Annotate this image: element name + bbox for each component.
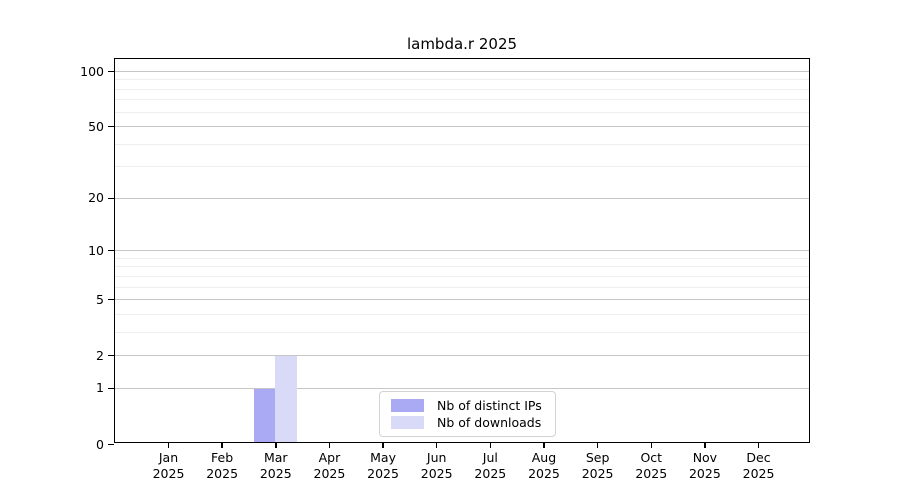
x-tick-year: 2025 — [206, 466, 239, 481]
legend: Nb of distinct IPs Nb of downloads — [379, 391, 556, 437]
y-tick-label: 10 — [88, 242, 104, 258]
x-tick-month: Jul — [482, 450, 498, 465]
x-tick-year: 2025 — [528, 466, 560, 481]
minor-gridline — [115, 331, 809, 333]
x-tick-year: 2025 — [367, 466, 399, 481]
x-axis-tick — [382, 443, 384, 448]
major-gridline — [115, 355, 809, 357]
chart-title: lambda.r 2025 — [406, 35, 518, 53]
y-tick-label: 100 — [80, 63, 104, 79]
y-tick-label: 5 — [96, 291, 104, 307]
x-tick-label: Jun 2025 — [407, 450, 467, 482]
x-tick-month: May — [370, 450, 396, 465]
x-tick-year: 2025 — [742, 466, 775, 481]
x-tick-label: Sep 2025 — [568, 450, 628, 482]
x-tick-month: Mar — [263, 450, 288, 465]
x-tick-label: Jul 2025 — [460, 450, 520, 482]
x-axis-tick — [435, 443, 438, 448]
major-gridline — [115, 126, 809, 128]
major-gridline — [115, 197, 809, 199]
minor-gridline — [115, 79, 809, 81]
legend-label-distinct-ips: Nb of distinct IPs — [437, 398, 542, 413]
y-axis-tick — [108, 387, 114, 390]
x-axis-tick — [167, 443, 170, 448]
minor-gridline — [115, 275, 809, 277]
x-tick-label: Oct 2025 — [621, 450, 681, 482]
x-tick-month: Feb — [211, 450, 234, 465]
x-tick-label: Feb 2025 — [192, 450, 252, 482]
x-tick-year: 2025 — [313, 466, 346, 481]
legend-label-downloads: Nb of downloads — [437, 415, 542, 430]
minor-gridline — [115, 111, 809, 113]
x-tick-year: 2025 — [152, 466, 185, 481]
y-axis-tick — [108, 70, 114, 73]
minor-gridline — [115, 143, 809, 145]
x-tick-month: Apr — [318, 450, 341, 465]
minor-gridline — [115, 88, 809, 90]
x-axis-tick — [596, 443, 599, 448]
x-tick-year: 2025 — [688, 466, 721, 481]
minor-gridline — [115, 99, 809, 101]
x-tick-label: Dec 2025 — [729, 450, 789, 482]
x-tick-year: 2025 — [420, 466, 453, 481]
x-tick-label: Jan 2025 — [139, 450, 199, 482]
distinct-ips-swatch — [391, 399, 424, 412]
minor-gridline — [115, 257, 809, 259]
y-tick-label: 50 — [88, 118, 104, 134]
y-axis-tick — [108, 125, 114, 128]
plot-area: Nb of distinct IPs Nb of downloads — [114, 58, 810, 443]
minor-gridline — [115, 166, 809, 168]
y-tick-label: 1 — [96, 380, 104, 396]
x-axis-tick — [704, 443, 706, 448]
y-tick-label: 20 — [88, 190, 104, 206]
x-tick-label: Mar 2025 — [246, 450, 306, 482]
x-tick-month: Sep — [585, 450, 610, 465]
x-tick-label: Aug 2025 — [514, 450, 574, 482]
x-axis-tick — [650, 443, 652, 448]
x-tick-label: Apr 2025 — [299, 450, 359, 482]
x-tick-year: 2025 — [581, 466, 614, 481]
y-axis-tick — [108, 298, 114, 301]
bar-distinct-ips — [253, 388, 276, 442]
minor-gridline — [115, 266, 809, 268]
x-tick-label: May 2025 — [353, 450, 413, 482]
downloads-swatch — [391, 416, 424, 429]
legend-item-downloads: Nb of downloads — [391, 414, 546, 431]
major-gridline — [115, 387, 809, 389]
legend-item-distinct-ips: Nb of distinct IPs — [391, 397, 546, 414]
x-axis-tick — [489, 443, 492, 448]
x-tick-month: Oct — [640, 450, 663, 465]
minor-gridline — [115, 313, 809, 315]
x-tick-year: 2025 — [259, 466, 292, 481]
x-tick-month: Jan — [158, 450, 179, 465]
y-axis-tick — [108, 443, 114, 446]
x-tick-year: 2025 — [635, 466, 668, 481]
bar-downloads — [275, 356, 297, 442]
x-axis-tick — [328, 443, 331, 448]
y-axis-tick — [108, 249, 114, 252]
x-tick-month: Aug — [531, 450, 557, 465]
x-axis-tick — [275, 443, 277, 448]
x-axis-tick — [757, 443, 760, 448]
y-tick-label: 0 — [96, 436, 104, 452]
x-tick-label: Nov 2025 — [675, 450, 735, 482]
x-tick-year: 2025 — [474, 466, 507, 481]
y-axis-tick — [108, 197, 114, 200]
major-gridline — [115, 299, 809, 301]
major-gridline — [115, 250, 809, 252]
minor-gridline — [115, 286, 809, 288]
y-tick-label: 2 — [96, 347, 104, 363]
major-gridline — [115, 71, 809, 72]
x-tick-month: Nov — [692, 450, 718, 465]
x-axis-tick — [543, 443, 545, 448]
x-axis-tick — [221, 443, 223, 448]
x-tick-month: Jun — [426, 450, 447, 465]
x-tick-month: Dec — [746, 450, 771, 465]
y-axis-tick — [108, 354, 114, 357]
